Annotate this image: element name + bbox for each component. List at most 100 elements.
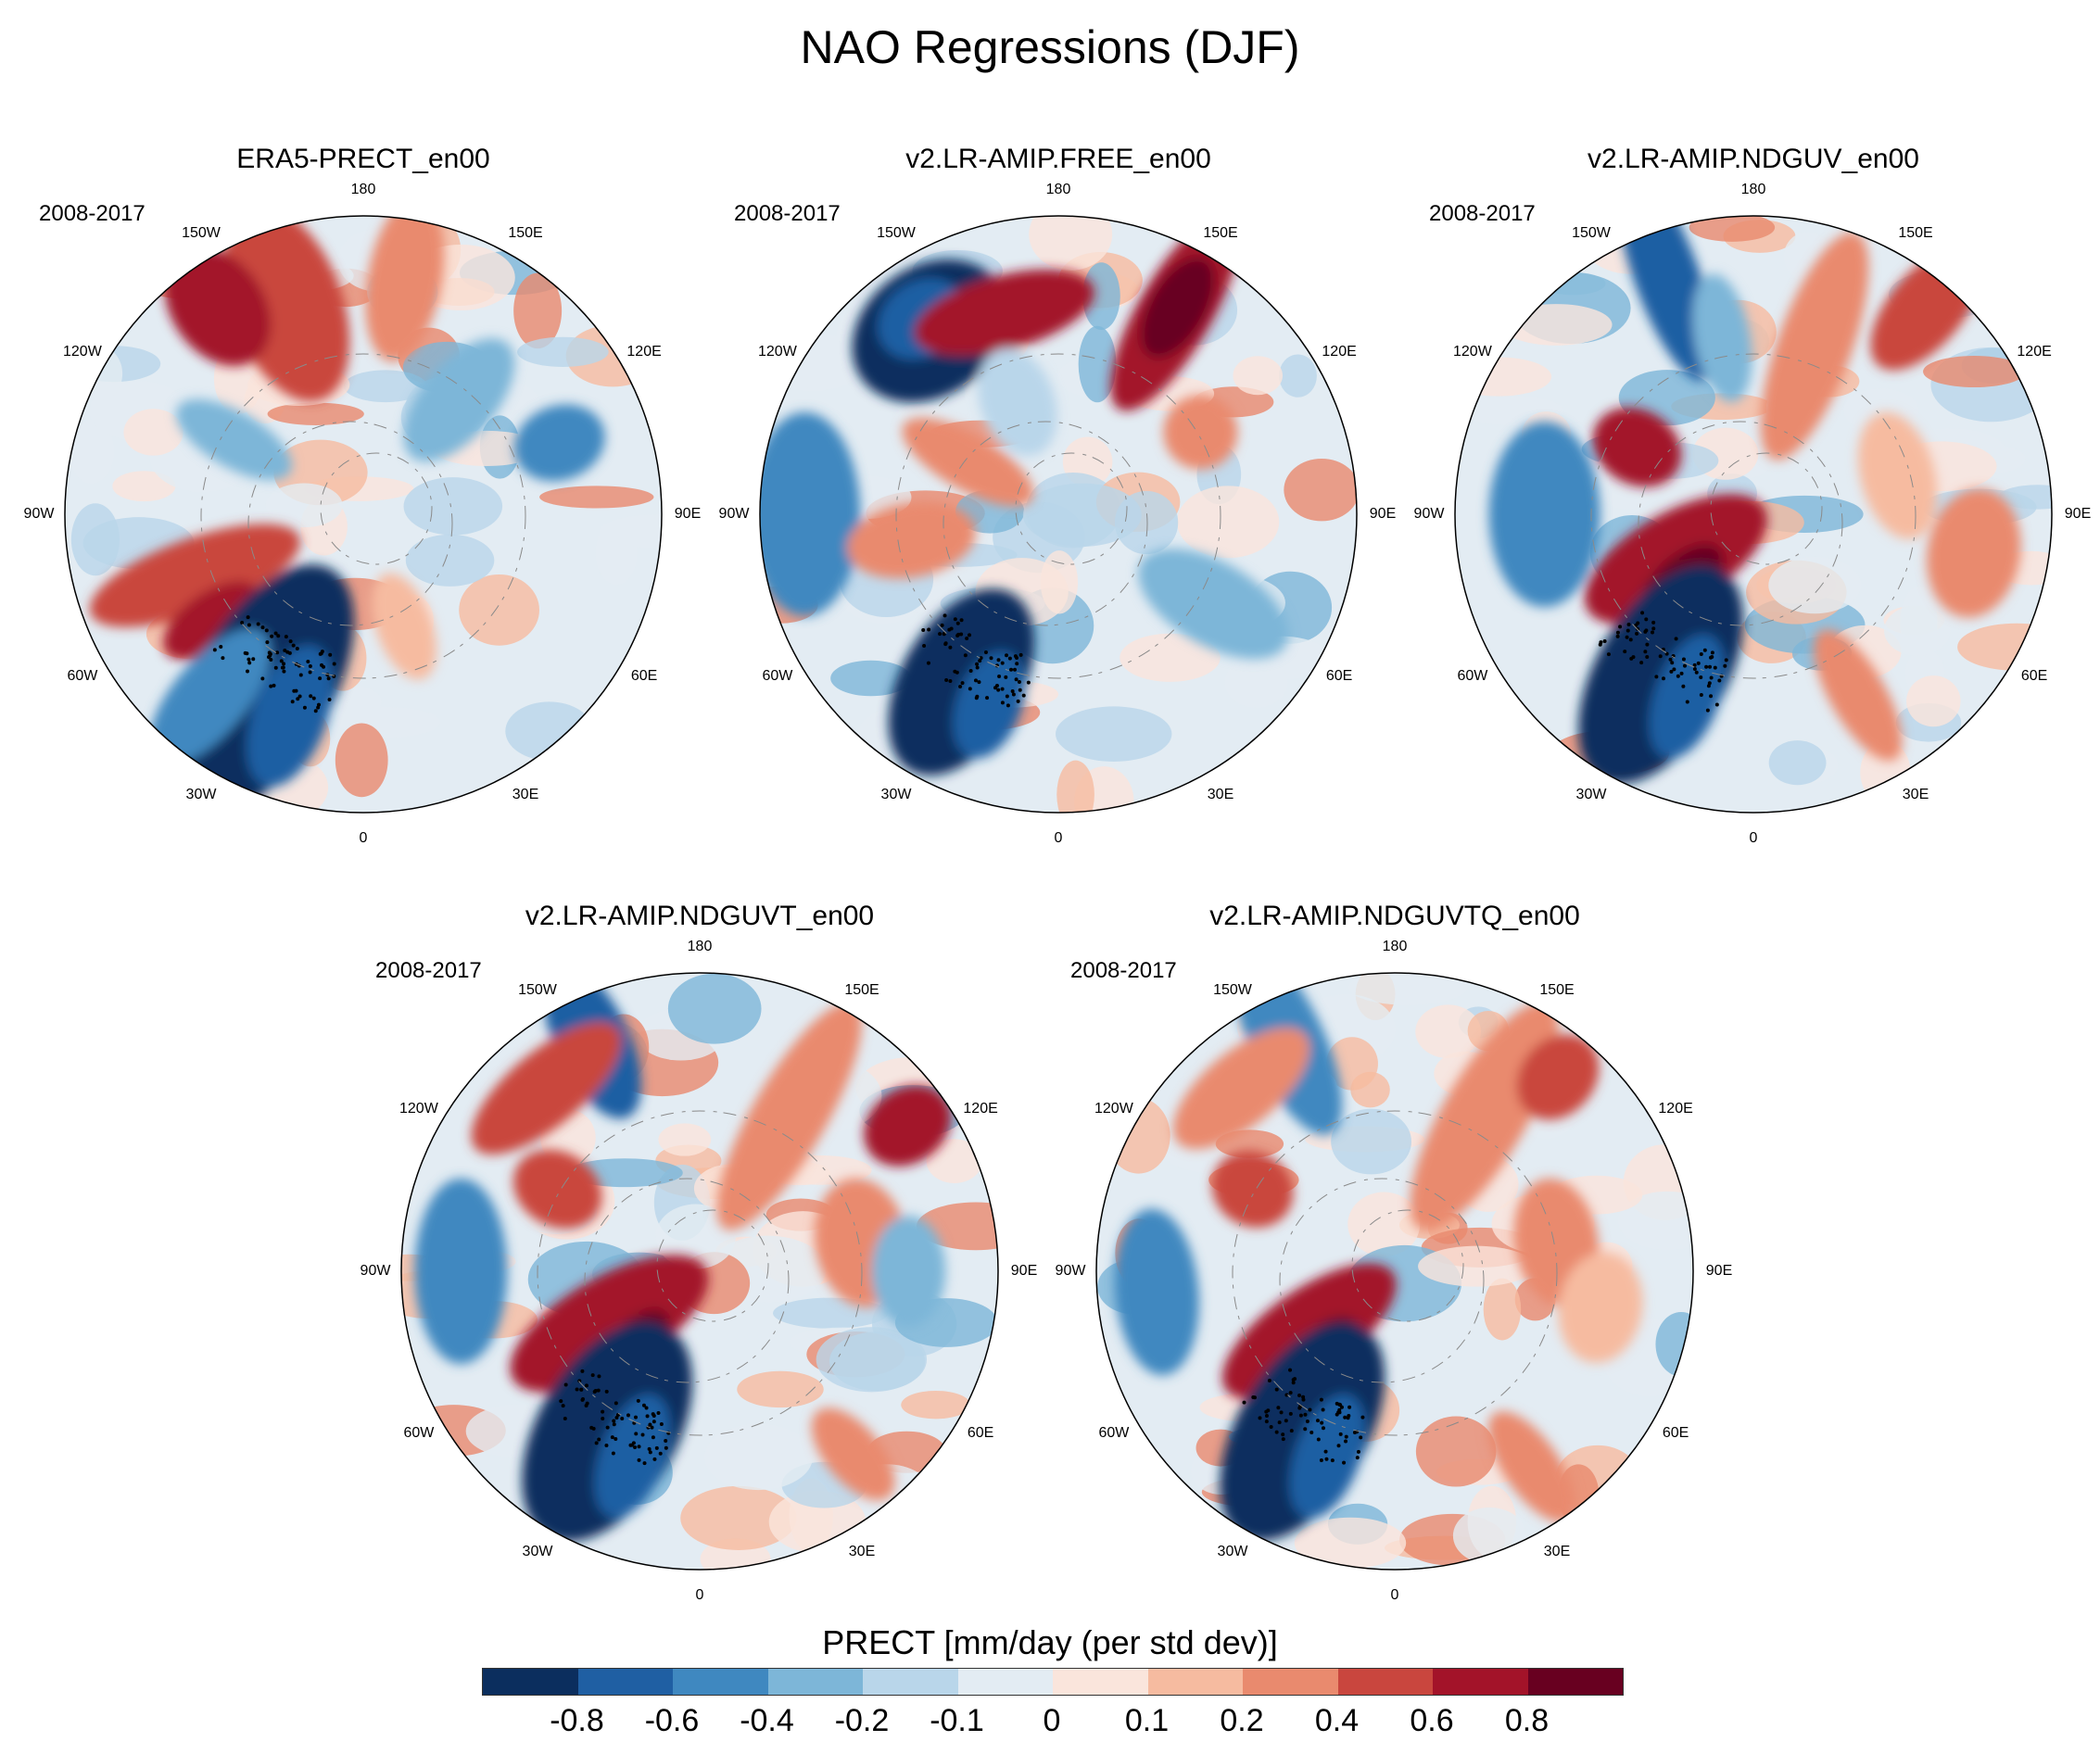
panel-title: ERA5-PRECT_en00 [236, 144, 490, 174]
significance-dot [968, 633, 972, 637]
longitude-label: 150E [508, 224, 543, 241]
significance-dot [926, 661, 930, 665]
significance-dot [1301, 1397, 1306, 1402]
significance-dot [1026, 680, 1031, 685]
coastline [895, 353, 1221, 679]
significance-dot [1709, 655, 1714, 660]
significance-dot [1000, 687, 1005, 691]
significance-dot [1709, 694, 1714, 699]
significance-dot [656, 1410, 661, 1415]
longitude-label: 0 [1749, 830, 1758, 846]
significance-dot [651, 1435, 655, 1440]
coastline [1351, 1209, 1464, 1322]
anomaly-patch [1655, 1312, 1693, 1377]
significance-dot [240, 620, 245, 625]
anomaly-blob [365, 216, 445, 362]
significance-dot [1615, 634, 1620, 638]
longitude-label: 60W [1457, 668, 1488, 684]
longitude-label: 120W [1094, 1101, 1133, 1117]
colorbar-tick-label: -0.2 [834, 1703, 890, 1738]
anomaly-patch [1483, 1278, 1522, 1341]
significance-dot [591, 1426, 596, 1431]
significance-dot [1355, 1456, 1360, 1460]
anomaly-patch [667, 973, 762, 1044]
longitude-label: 0 [695, 1587, 704, 1603]
longitude-label: 90W [1055, 1263, 1086, 1279]
anomaly-blob [1592, 407, 1682, 487]
coastline [584, 1178, 790, 1383]
colorbar-box [673, 1669, 768, 1695]
colorbar-box [1337, 1669, 1433, 1695]
colorbar-box [1433, 1669, 1528, 1695]
significance-dot [1267, 1378, 1271, 1382]
coastline [656, 1209, 769, 1322]
colorbar-tick-label: -0.1 [930, 1703, 984, 1738]
significance-dot [651, 1412, 655, 1417]
significance-dot [247, 623, 251, 627]
anomaly-patch [1331, 1108, 1411, 1175]
anomaly-blob [89, 524, 301, 627]
significance-dot [320, 650, 324, 654]
significance-dot [1013, 667, 1018, 672]
significance-dot [1631, 655, 1636, 660]
anomaly-patch [335, 723, 388, 798]
longitude-label: 120W [62, 344, 102, 360]
significance-dot [279, 659, 284, 663]
significance-dot [968, 687, 972, 691]
colorbar-tick-label: 0.1 [1124, 1703, 1170, 1738]
significance-dot [927, 627, 931, 632]
significance-dot [1672, 667, 1676, 672]
anomaly-patch [704, 1423, 813, 1491]
significance-dot [1289, 1429, 1294, 1433]
significance-dot [664, 1445, 668, 1450]
significance-dot [1288, 1411, 1293, 1416]
anomaly-blob [1141, 257, 1215, 358]
significance-dot [1323, 1449, 1328, 1454]
significance-dot [1006, 703, 1010, 708]
significance-dot [575, 1387, 579, 1392]
significance-dot [1321, 1426, 1325, 1431]
map-panel-free: v2.LR-AMIP.FREE_en00 2008-2017 180 150E 120E… [719, 144, 1397, 885]
significance-dot [265, 640, 270, 645]
significance-dot [605, 1425, 610, 1430]
significance-dot [942, 632, 946, 637]
anomaly-patch [1120, 633, 1221, 682]
significance-dot [561, 1404, 565, 1408]
coastline [1232, 1110, 1558, 1436]
significance-dot [989, 656, 993, 661]
longitude-label: 150W [1572, 224, 1611, 241]
significance-dot [273, 665, 278, 670]
significance-dot [267, 650, 272, 655]
anomaly-patch [265, 483, 343, 528]
significance-dot [664, 1438, 668, 1443]
anomaly-patch [1418, 1245, 1535, 1287]
significance-dot [1291, 1381, 1296, 1385]
significance-dot [1274, 1430, 1279, 1434]
map-panel-ndguvtq: v2.LR-AMIP.NDGUVTQ_en00 2008-2017 180 150E 1… [1056, 901, 1733, 1642]
significance-dot [577, 1379, 582, 1383]
significance-dot [1618, 625, 1623, 629]
anomaly-patch [1348, 973, 1468, 1005]
significance-dot [320, 662, 324, 667]
anomaly-patch [1689, 216, 1776, 242]
significance-dot [1626, 622, 1631, 626]
longitude-label: 90E [1369, 506, 1397, 522]
significance-dot [251, 657, 256, 662]
longitude-label: 150E [844, 981, 879, 998]
significance-dot [273, 631, 278, 636]
significance-dot [264, 628, 269, 633]
anomaly-patch [1452, 1507, 1526, 1564]
anomaly-blob [871, 1216, 946, 1327]
significance-dot [634, 1415, 639, 1420]
significance-dot [958, 685, 963, 689]
significance-dot [306, 659, 310, 663]
significance-dot [1639, 661, 1644, 665]
longitude-label: 150W [877, 224, 916, 241]
significance-dot [637, 1457, 641, 1462]
anomaly-patch [343, 370, 427, 403]
anomaly-patch [1883, 605, 1951, 656]
colorbar-box [1243, 1669, 1338, 1695]
map-border [64, 215, 663, 814]
longitude-label: 90W [1413, 506, 1445, 522]
significance-dot [1645, 655, 1650, 660]
